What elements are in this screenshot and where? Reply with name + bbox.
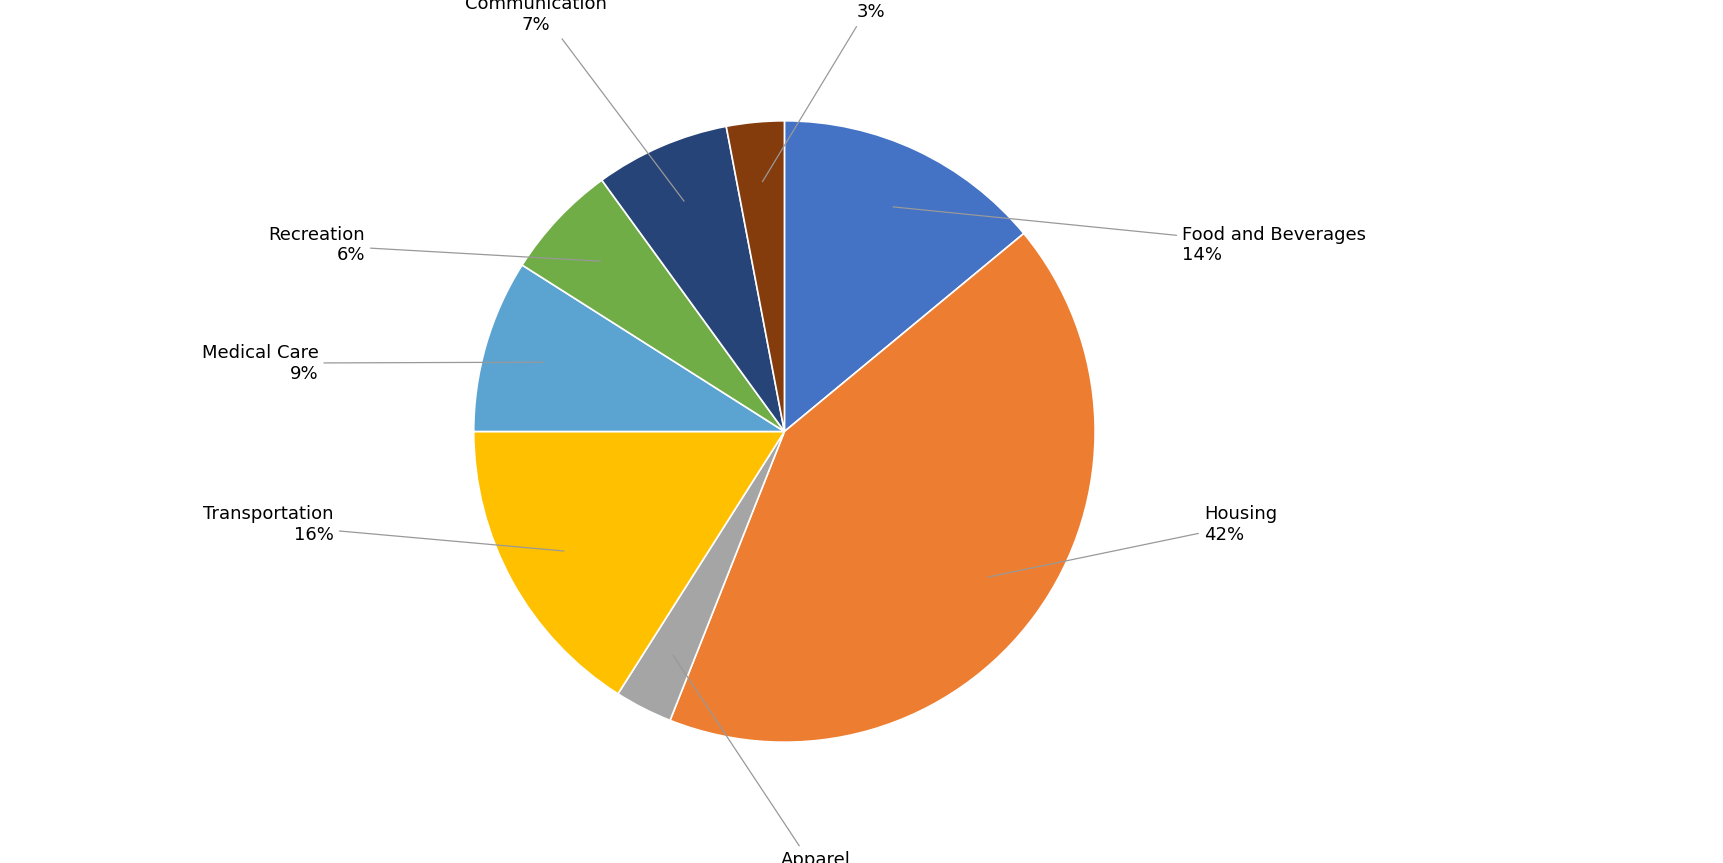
Text: Medical Care
9%: Medical Care 9%: [202, 343, 543, 382]
Text: Other
3%: Other 3%: [762, 0, 896, 182]
Wedge shape: [522, 180, 784, 432]
Text: Housing
42%: Housing 42%: [987, 506, 1277, 577]
Text: Transportation
16%: Transportation 16%: [203, 506, 563, 551]
Wedge shape: [617, 432, 784, 721]
Text: Recreation
6%: Recreation 6%: [269, 226, 600, 264]
Wedge shape: [670, 234, 1094, 742]
Wedge shape: [474, 432, 784, 694]
Text: Education and
Communication
7%: Education and Communication 7%: [465, 0, 684, 201]
Text: Food and Beverages
14%: Food and Beverages 14%: [893, 207, 1365, 264]
Wedge shape: [784, 121, 1023, 432]
Wedge shape: [474, 265, 784, 432]
Text: Apparel
3%: Apparel 3%: [672, 655, 849, 863]
Wedge shape: [725, 121, 784, 432]
Wedge shape: [601, 126, 784, 432]
